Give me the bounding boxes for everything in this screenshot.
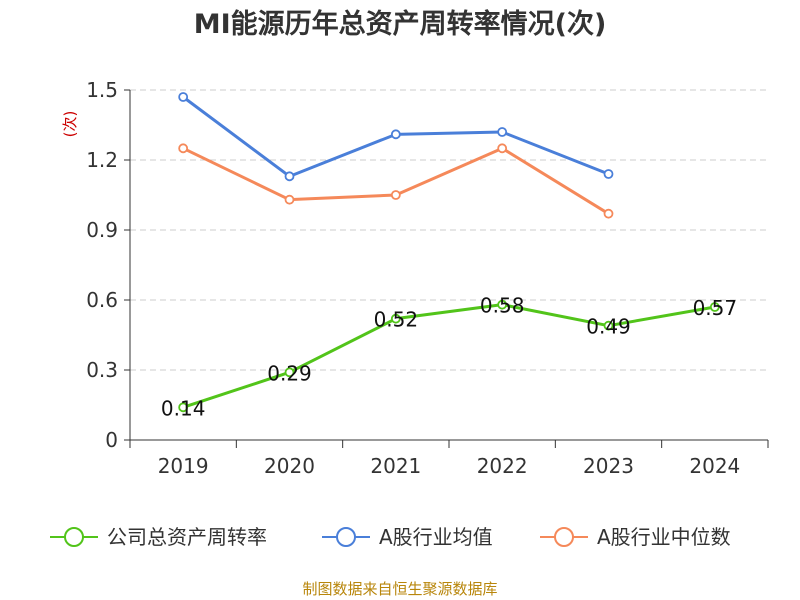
legend-label: A股行业均值 (379, 525, 493, 549)
data-point (497, 299, 508, 310)
data-point (284, 171, 295, 182)
y-tick-label: 0.6 (86, 288, 118, 312)
x-tick-labels: 2019 2020 2021 2022 2023 2024 (158, 454, 741, 478)
data-label: 0.49 (586, 315, 631, 339)
y-axis-label: (次) (61, 111, 79, 138)
x-tick-label: 2024 (689, 454, 740, 478)
data-label: 0.29 (267, 361, 312, 385)
axes (124, 89, 769, 448)
legend-label: 公司总资产周转率 (107, 525, 267, 549)
data-point (390, 129, 401, 140)
y-tick-label: 0.9 (86, 218, 118, 242)
data-point (603, 208, 614, 219)
data-label: 0.52 (374, 308, 419, 332)
x-tick-label: 2020 (264, 454, 315, 478)
data-point (497, 127, 508, 137)
series-lines (178, 92, 720, 413)
series-line (182, 303, 716, 409)
legend-marker (336, 527, 356, 547)
y-tick-labels: 0 0.3 0.6 0.9 1.2 1.5 (86, 78, 118, 452)
data-point (390, 313, 401, 324)
legend-marker (554, 527, 574, 547)
data-point (603, 320, 614, 331)
source-note: 制图数据来自恒生聚源数据库 (302, 580, 498, 598)
x-tick-label: 2022 (477, 454, 528, 478)
legend: 公司总资产周转率 A股行业均值 A股行业中位数 (50, 525, 731, 549)
data-label: 0.57 (693, 296, 738, 320)
data-label: 0.58 (480, 294, 525, 318)
x-tick-label: 2023 (583, 454, 634, 478)
data-point (497, 143, 508, 154)
data-point (390, 190, 401, 200)
legend-marker (64, 527, 84, 547)
x-tick-label: 2019 (158, 454, 209, 478)
y-tick-label: 1.5 (86, 78, 118, 102)
grid-lines (130, 89, 768, 371)
chart-title: MI能源历年总资产周转率情况(次) (193, 9, 607, 40)
data-point (178, 143, 189, 154)
y-tick-label: 1.2 (86, 148, 118, 172)
y-tick-label: 0.3 (86, 358, 118, 382)
x-tick-label: 2021 (370, 454, 421, 478)
data-point (284, 194, 295, 205)
data-point (178, 402, 189, 413)
data-point (284, 367, 295, 378)
data-point (178, 92, 189, 102)
legend-label: A股行业中位数 (597, 525, 731, 549)
data-label: 0.14 (161, 396, 206, 420)
data-point (709, 302, 720, 312)
data-point (603, 169, 614, 179)
series-line (182, 146, 610, 215)
data-labels: 0.14 0.29 0.52 0.58 0.49 0.57 (161, 294, 737, 421)
y-tick-label: 0 (105, 428, 118, 452)
